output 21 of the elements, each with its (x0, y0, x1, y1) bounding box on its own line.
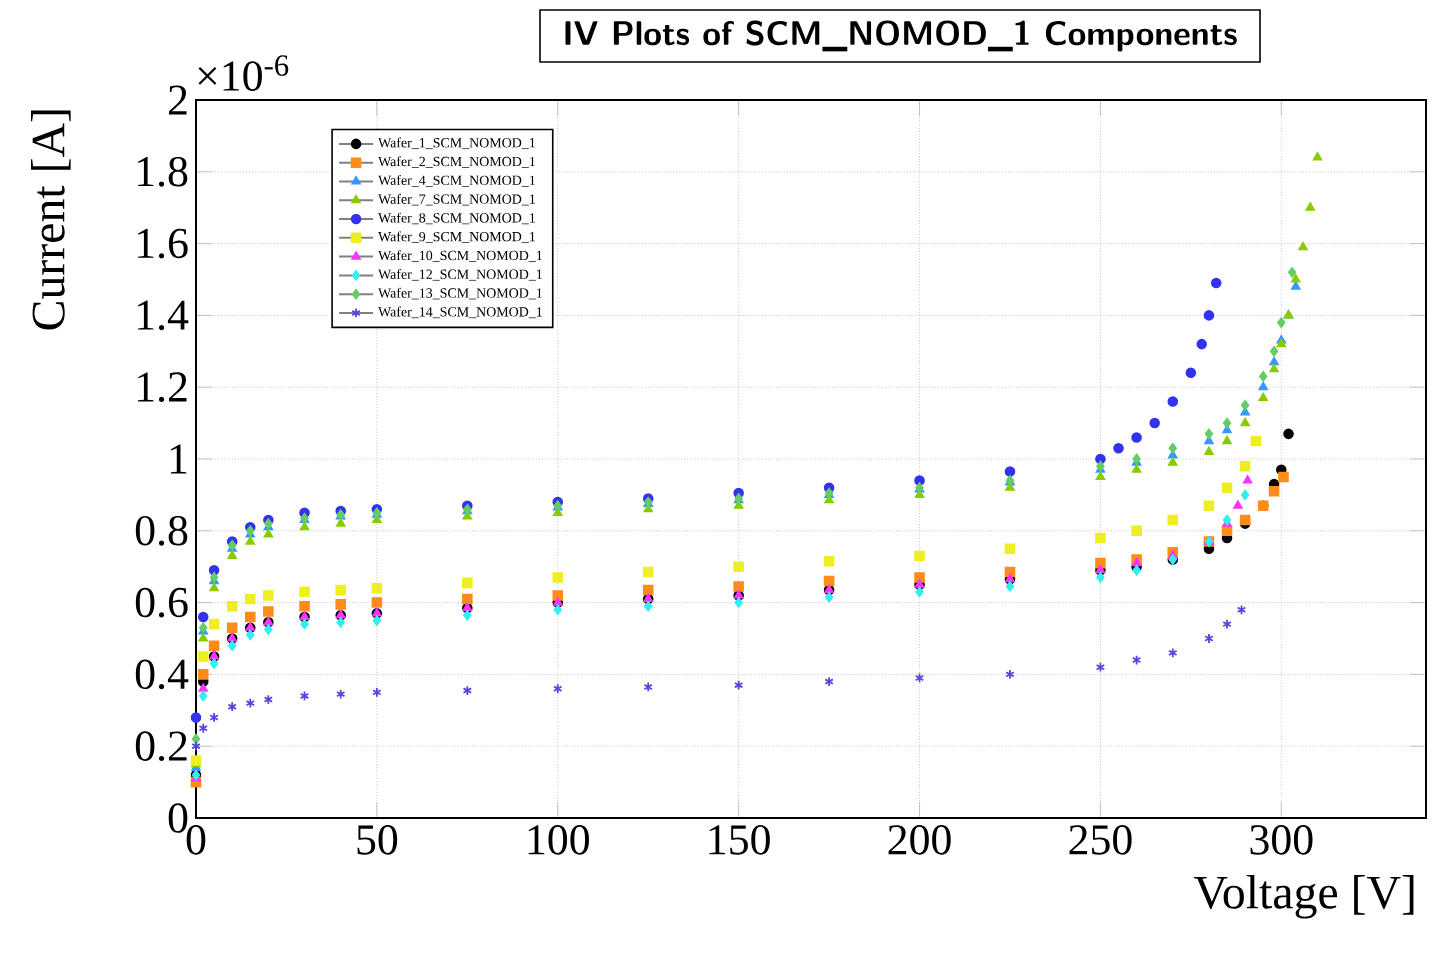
y-axis-title: Current [A] (31, 110, 71, 330)
y-tick-label: 0.2 (135, 731, 187, 762)
y-tick-label: 1.4 (138, 300, 189, 331)
y-tick-label: 1.8 (138, 156, 188, 187)
x-axis-title: Voltage [V] (1193, 875, 1414, 919)
text: ×10$^{-6}$ (198, 55, 289, 91)
x-tick-label: 50 (357, 825, 398, 855)
y-tick-label: 0.8 (135, 515, 188, 546)
y-tick-label: 0.6 (135, 587, 188, 618)
y-tick-label: 2 (168, 85, 187, 115)
x-tick-label: 300 (1250, 825, 1313, 855)
x-tick-label: 200 (888, 825, 951, 855)
y-tick-label: 1.6 (138, 228, 188, 259)
y-tick-label: 1.2 (138, 372, 187, 403)
y-tick-label: 0 (168, 803, 188, 833)
x-tick-label: 150 (709, 825, 770, 855)
y-tick-label: 1 (170, 444, 187, 474)
y-tick-label: 0.4 (135, 659, 189, 690)
chart-title: IV Plots of SCM_NOMOD_1 Components (565, 20, 1237, 52)
x-tick-label: 250 (1069, 825, 1132, 855)
x-tick-label: 100 (528, 825, 589, 855)
